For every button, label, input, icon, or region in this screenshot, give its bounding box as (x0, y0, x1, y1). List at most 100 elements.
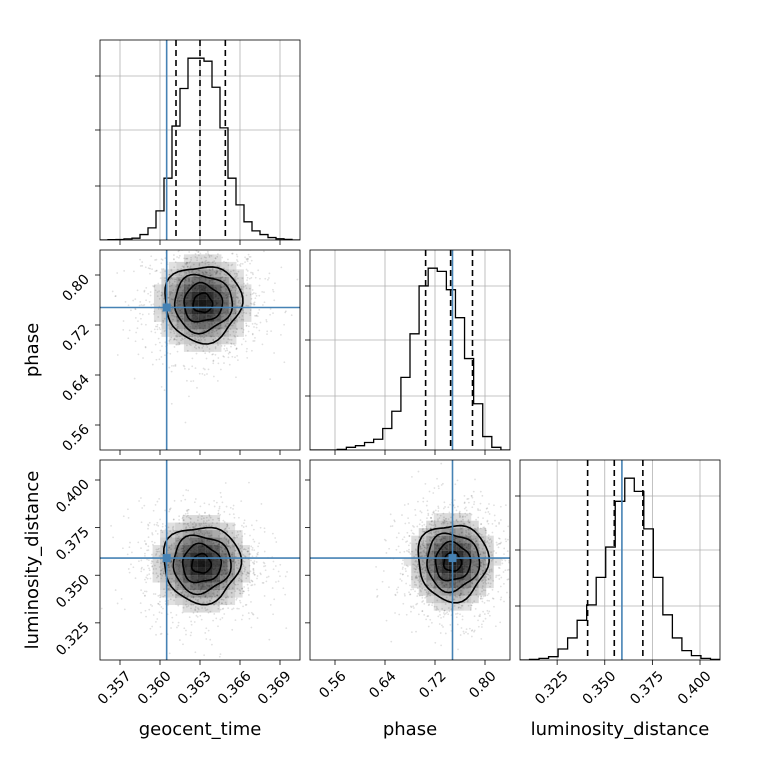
panel-content (100, 250, 300, 450)
sample-point (235, 310, 238, 313)
sample-point (416, 560, 418, 563)
sample-point (195, 347, 198, 350)
sample-point (228, 539, 231, 541)
sample-point (494, 625, 497, 628)
sample-point (152, 572, 154, 575)
sample-point (490, 541, 493, 544)
sample-point (248, 594, 250, 596)
sample-point (182, 266, 185, 269)
sample-point (504, 559, 507, 562)
density-cell (441, 520, 449, 529)
density-cell (456, 558, 464, 566)
sample-point (184, 278, 186, 281)
sample-point (406, 575, 409, 577)
sample-point (272, 290, 275, 293)
sample-point (461, 615, 464, 618)
sample-point (506, 569, 509, 571)
density-cell (242, 575, 251, 583)
sample-point (420, 590, 422, 593)
sample-point (467, 591, 470, 594)
sample-point (463, 593, 465, 596)
sample-point (169, 598, 172, 601)
sample-point (204, 352, 207, 355)
sample-point (427, 543, 429, 546)
density-cell (227, 567, 236, 576)
sample-point (193, 532, 196, 535)
density-cell (197, 567, 206, 576)
sample-point (249, 312, 251, 315)
sample-point (217, 604, 220, 607)
sample-point (189, 335, 192, 338)
sample-point (170, 336, 173, 339)
sample-point (421, 559, 424, 562)
sample-point (416, 563, 419, 566)
sample-point (218, 265, 220, 268)
sample-point (242, 560, 245, 562)
sample-point (275, 541, 278, 543)
sample-point (196, 590, 199, 593)
sample-point (486, 609, 489, 612)
sample-point (197, 250, 200, 253)
sample-point (460, 627, 463, 629)
sample-point (462, 630, 465, 633)
sample-point (394, 594, 397, 597)
sample-point (483, 576, 486, 579)
sample-point (503, 582, 505, 585)
sample-point (427, 514, 430, 517)
sample-point (506, 578, 509, 581)
sample-point (479, 553, 482, 556)
sample-point (145, 543, 147, 546)
sample-point (159, 596, 162, 599)
density-cell (152, 575, 161, 583)
sample-point (222, 583, 225, 585)
sample-point (417, 563, 419, 566)
sample-point (150, 351, 153, 354)
sample-point (243, 548, 246, 550)
sample-point (232, 312, 235, 315)
sample-point (211, 261, 214, 264)
sample-point (488, 610, 491, 613)
sample-point (219, 324, 222, 326)
sample-point (203, 333, 205, 336)
sample-point (188, 395, 190, 398)
sample-point (474, 528, 477, 531)
sample-point (486, 594, 489, 597)
sample-point (422, 550, 425, 552)
sample-point (232, 296, 234, 299)
sample-point (447, 518, 450, 521)
sample-point (254, 336, 256, 339)
sample-point (199, 597, 202, 600)
sample-point (193, 501, 196, 504)
sample-point (155, 258, 158, 261)
sample-point (410, 610, 412, 613)
density-cell (160, 560, 168, 568)
sample-point (240, 288, 243, 291)
sample-point (210, 597, 213, 600)
sample-point (152, 543, 154, 546)
sample-point (168, 273, 171, 276)
sample-point (410, 576, 413, 578)
sample-point (422, 567, 424, 570)
sample-point (208, 532, 211, 535)
sample-point (154, 320, 157, 323)
sample-point (174, 261, 177, 263)
sample-point (162, 319, 165, 322)
sample-point (430, 532, 432, 535)
sample-point (217, 509, 220, 512)
sample-point (186, 265, 189, 268)
sample-point (419, 519, 422, 522)
sample-point (214, 326, 217, 329)
sample-point (241, 535, 244, 538)
sample-point (404, 594, 406, 597)
sample-point (198, 529, 201, 532)
sample-point (459, 606, 462, 609)
sample-point (152, 303, 155, 306)
sample-point (488, 570, 491, 572)
sample-point (168, 508, 171, 510)
sample-point (461, 531, 463, 534)
sample-point (192, 603, 195, 606)
sample-point (409, 593, 411, 596)
sample-point (188, 616, 191, 619)
sample-point (205, 271, 208, 274)
sample-point (205, 593, 207, 595)
